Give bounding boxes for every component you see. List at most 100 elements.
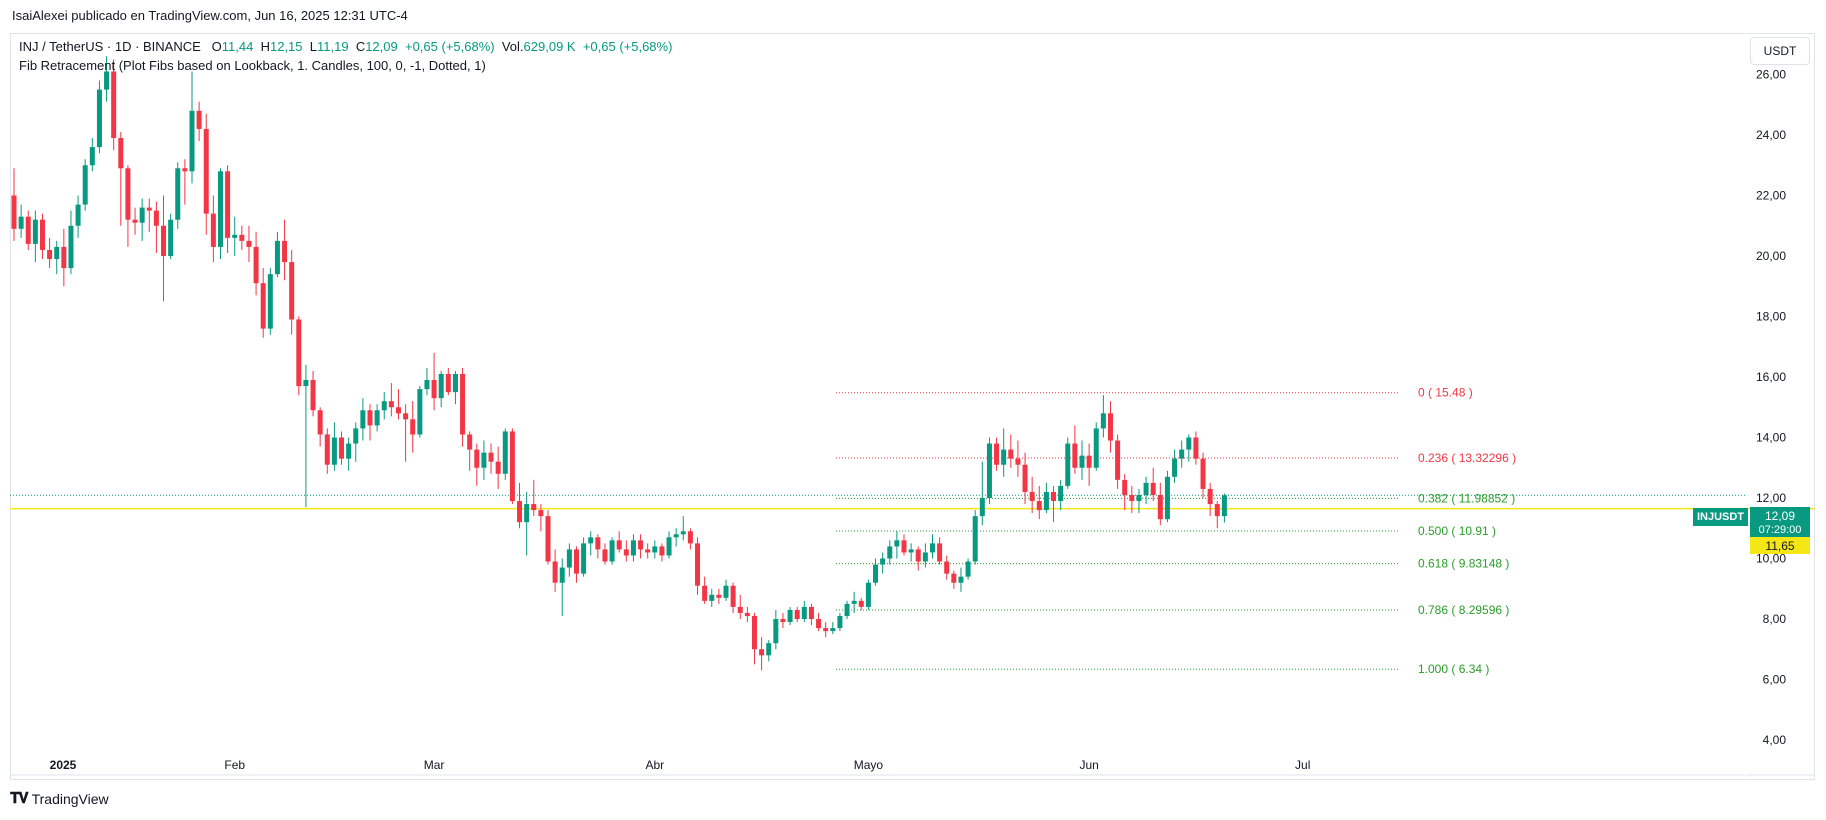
candle <box>944 555 950 580</box>
candle <box>851 591 857 613</box>
time-axis-tick-label: Jul <box>1295 758 1310 772</box>
candlestick-series <box>11 56 1227 671</box>
candle <box>11 168 17 241</box>
candle-body <box>424 380 430 390</box>
candle <box>552 549 558 592</box>
candle-body <box>253 246 259 284</box>
candle-body <box>225 171 231 238</box>
candle-body <box>47 249 53 260</box>
candle-body <box>901 540 907 553</box>
candle-body <box>82 165 88 205</box>
candle-body <box>986 443 992 498</box>
symbol-name[interactable]: INJ / TetherUS · 1D · BINANCE <box>19 39 201 54</box>
low-label: L <box>309 39 317 54</box>
candle-body <box>310 380 316 411</box>
candle <box>502 428 508 480</box>
candle-body <box>367 410 373 426</box>
time-axis-tick-label: Mar <box>424 758 445 772</box>
candle-body <box>210 213 216 247</box>
candle <box>830 622 836 635</box>
candle-body <box>431 380 437 399</box>
candle <box>424 367 430 396</box>
candle <box>744 606 750 623</box>
fib-level-label: 0.500 ( 10.91 ) <box>1418 524 1496 538</box>
candle-body <box>1200 458 1206 489</box>
candle <box>417 386 423 438</box>
horizontal-lines <box>10 494 1815 510</box>
candle <box>282 219 288 281</box>
candle-body <box>524 504 530 523</box>
candle-body <box>1043 491 1049 511</box>
candle-body <box>289 262 295 320</box>
candle <box>723 579 729 601</box>
candle <box>1051 485 1057 523</box>
candle <box>766 640 772 662</box>
candle <box>1186 434 1192 462</box>
candle <box>253 231 259 296</box>
candle <box>1001 428 1007 477</box>
candle-body <box>203 128 209 214</box>
candle <box>431 352 437 411</box>
candle-body <box>759 649 765 656</box>
candle-body <box>1015 458 1021 465</box>
candle <box>545 510 551 565</box>
currency-button[interactable]: USDT <box>1750 37 1810 65</box>
candle <box>410 401 416 453</box>
price-axis-tick-label: 22,00 <box>1756 189 1786 203</box>
candle <box>367 404 373 441</box>
price-axis-tick-label: 26,00 <box>1756 68 1786 82</box>
candle <box>787 606 793 626</box>
candle-body <box>602 549 608 562</box>
candle <box>816 612 822 632</box>
price-axis-tick-label: 16,00 <box>1756 370 1786 384</box>
close-label: C <box>355 39 366 54</box>
candle <box>538 504 544 532</box>
candle <box>951 570 957 589</box>
candle-body <box>965 561 971 577</box>
candle-body <box>538 510 544 517</box>
candle-body <box>880 558 886 565</box>
price-axis-tick-label: 14,00 <box>1756 431 1786 445</box>
candle <box>865 579 871 610</box>
candle-body <box>1136 494 1142 502</box>
candle <box>324 428 330 474</box>
candle-body <box>1150 482 1156 495</box>
fib-level-label: 0 ( 15.48 ) <box>1418 386 1473 400</box>
price-axis[interactable]: 4,00 6,00 8,00 10,00 12,00 14,00 16,00 18,00 20,… <box>1756 68 1786 748</box>
candle <box>524 491 530 556</box>
candle <box>460 367 466 447</box>
candle <box>979 461 985 526</box>
candle <box>1093 422 1099 471</box>
candle-body <box>317 410 323 435</box>
candle-body <box>566 549 572 568</box>
candle <box>616 531 622 553</box>
candle-body <box>417 389 423 435</box>
candle-body <box>445 373 451 393</box>
candle <box>986 437 992 505</box>
candle-body <box>182 168 188 172</box>
indicator-legend[interactable]: Fib Retracement (Plot Fibs based on Look… <box>19 58 486 73</box>
candle <box>153 201 159 253</box>
candle-body <box>481 452 487 468</box>
chart-frame <box>10 33 1815 780</box>
candle <box>958 567 964 592</box>
candle-body <box>709 594 715 601</box>
candle-body <box>410 419 416 435</box>
candle-body <box>730 585 736 607</box>
candle <box>175 162 181 229</box>
candle <box>915 546 921 571</box>
candle <box>1008 434 1014 468</box>
candle-body <box>509 431 515 502</box>
time-axis[interactable]: 2025 Feb Mar Abr Mayo Jun Jul <box>50 758 1311 772</box>
candle <box>716 588 722 604</box>
candle <box>1015 440 1021 477</box>
high-value: 12,15 <box>269 39 303 54</box>
candle-body <box>111 71 117 139</box>
candle-body <box>1143 482 1149 495</box>
candle <box>659 543 665 562</box>
tradingview-logo[interactable]: 𝐓𝐕 TradingView <box>10 790 109 807</box>
candle <box>403 404 409 462</box>
candle <box>61 228 67 287</box>
candle-body <box>744 612 750 616</box>
